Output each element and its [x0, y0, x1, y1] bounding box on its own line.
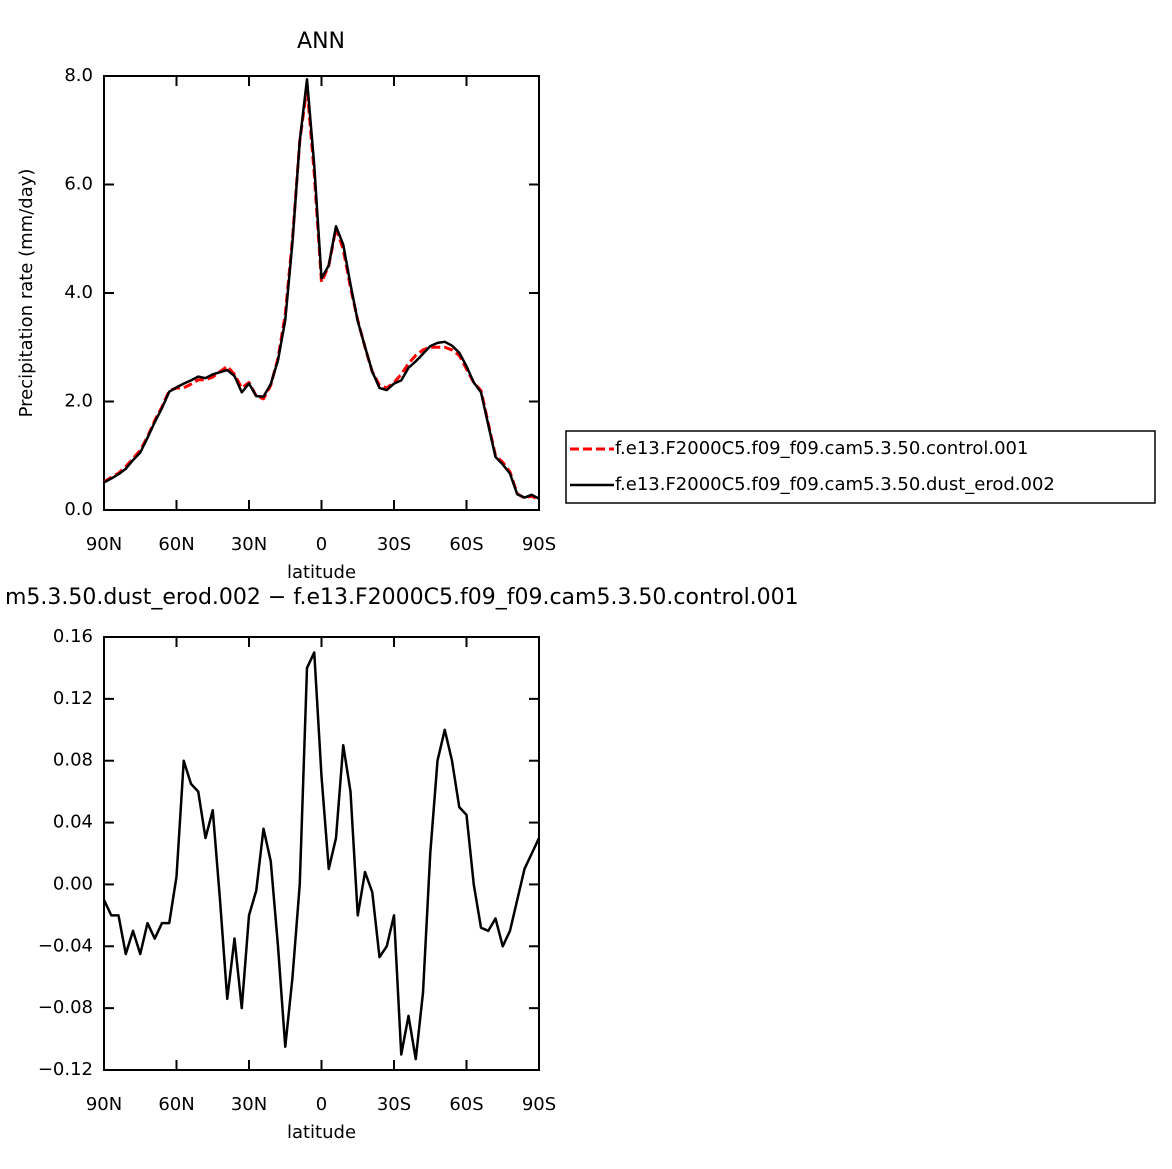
y-tick-label: 0.08 — [53, 750, 93, 771]
data-line — [103, 78, 540, 500]
x-tick-label: 60S — [449, 1094, 483, 1115]
y-tick-label: 0.04 — [53, 812, 93, 833]
y-tick-label: 2.0 — [64, 391, 93, 412]
x-tick-label: 30N — [231, 1094, 267, 1115]
y-tick-label: −0.08 — [38, 997, 93, 1018]
legend-box — [565, 430, 1156, 504]
y-tick-label: −0.12 — [38, 1059, 93, 1080]
legend-label: f.e13.F2000C5.f09_f09.cam5.3.50.dust_ero… — [615, 474, 1055, 495]
y-tick-label: −0.04 — [38, 935, 93, 956]
y-tick-label: 8.0 — [64, 65, 93, 86]
y-axis-label: Precipitation rate (mm/day) — [16, 169, 37, 418]
x-tick-label: 90N — [86, 534, 122, 555]
x-tick-label: 60N — [158, 534, 194, 555]
x-tick-label: 90N — [86, 1094, 122, 1115]
x-tick-label: 0 — [316, 534, 327, 555]
x-axis-label: latitude — [287, 1122, 356, 1143]
data-line — [102, 651, 541, 1061]
plot-frame — [103, 75, 540, 511]
x-axis-label: latitude — [287, 562, 356, 583]
y-tick-label: 0.16 — [53, 626, 93, 647]
y-tick-label: 0.0 — [64, 499, 93, 520]
y-tick-label: 4.0 — [64, 282, 93, 303]
x-tick-label: 90S — [522, 534, 556, 555]
x-tick-label: 30S — [377, 534, 411, 555]
y-tick-label: 0.12 — [53, 688, 93, 709]
legend-label: f.e13.F2000C5.f09_f09.cam5.3.50.control.… — [615, 438, 1028, 459]
y-tick-label: 0.00 — [53, 873, 93, 894]
x-tick-label: 0 — [316, 1094, 327, 1115]
y-tick-label: 6.0 — [64, 174, 93, 195]
chart-title: ANN — [297, 29, 345, 54]
x-tick-label: 30N — [231, 534, 267, 555]
plot-frame — [103, 636, 540, 1071]
chart-title: m5.3.50.dust_erod.002 − f.e13.F2000C5.f0… — [5, 585, 799, 610]
x-tick-label: 60S — [449, 534, 483, 555]
data-line — [103, 85, 540, 502]
x-tick-label: 90S — [522, 1094, 556, 1115]
x-tick-label: 60N — [158, 1094, 194, 1115]
x-tick-label: 30S — [377, 1094, 411, 1115]
